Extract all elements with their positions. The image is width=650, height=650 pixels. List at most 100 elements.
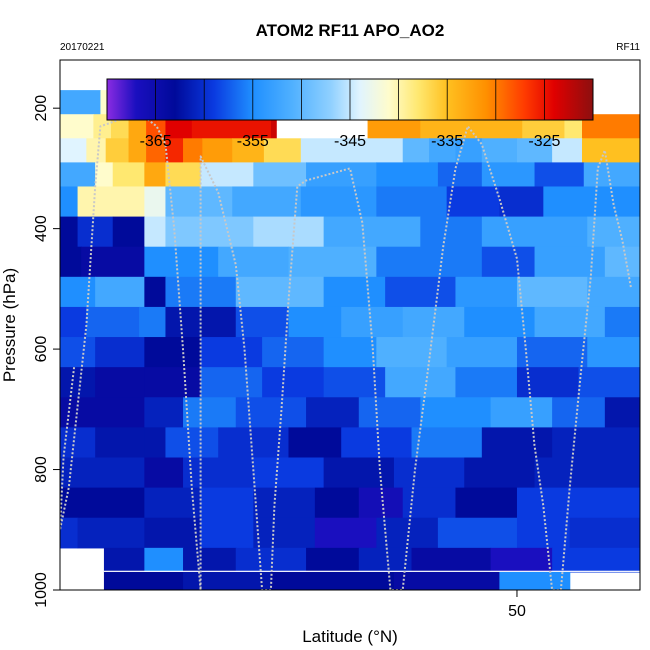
date-label: 20170221	[60, 42, 105, 53]
heatmap-cell	[300, 186, 377, 218]
heatmap-cell	[60, 457, 145, 489]
heatmap-cell	[376, 246, 483, 278]
heatmap-cell	[253, 162, 307, 188]
heatmap-cell	[112, 216, 145, 248]
heatmap-cell	[235, 547, 307, 573]
heatmap-cell	[376, 337, 448, 368]
heatmap-cell	[499, 186, 544, 218]
heatmap-cell	[112, 162, 145, 188]
heatmap-cell	[587, 276, 640, 308]
heatmap-cell	[218, 427, 290, 459]
flight-track-line	[60, 113, 633, 590]
heatmap-cell	[144, 186, 167, 218]
heatmap-cell	[60, 367, 96, 398]
heatmap-cell	[232, 138, 265, 163]
heatmap-cell	[534, 246, 606, 278]
heatmap-cell	[300, 138, 404, 163]
heatmap-cell	[314, 487, 360, 519]
heatmap-cell	[490, 547, 553, 573]
heatmap-cell	[139, 306, 167, 338]
surface-gap-line	[103, 570, 640, 572]
heatmap-cell	[516, 138, 553, 163]
heatmap-cell	[253, 517, 316, 549]
heatmap-cell	[578, 367, 640, 398]
heatmap-cell	[464, 457, 536, 489]
heatmap-cell	[77, 216, 114, 248]
heatmap-cell	[144, 216, 167, 248]
heatmap-cell	[144, 276, 167, 308]
heatmap-cell	[499, 571, 571, 590]
heatmap-cell	[200, 367, 263, 398]
heatmap-cell	[200, 337, 263, 368]
heatmap-cell	[358, 547, 413, 573]
heatmap-cell	[402, 138, 430, 163]
heatmap-cell	[60, 487, 145, 519]
heatmap-cell	[86, 306, 140, 338]
colorbar-tick-label: -345	[334, 133, 366, 150]
colorbar-tick-label: -335	[431, 133, 463, 150]
heatmap-cell	[262, 367, 325, 398]
heatmap-cell	[393, 457, 465, 489]
heatmap-cell	[218, 246, 290, 278]
heatmap-cell	[288, 246, 377, 278]
heatmap-cell	[144, 246, 219, 278]
heatmap-cell	[183, 457, 254, 489]
heatmap-cell	[490, 397, 553, 428]
flight-track	[60, 113, 633, 590]
heatmap-cell	[144, 367, 202, 398]
heatmap-cell	[144, 337, 202, 368]
heatmap-cell	[411, 547, 492, 573]
y-tick-label: 800	[33, 456, 50, 483]
heatmap-cell	[165, 186, 233, 218]
heatmap-cell	[481, 427, 553, 459]
x-tick-label: 50	[508, 603, 526, 620]
heatmap-cell	[481, 246, 536, 278]
heatmap-cell	[516, 337, 588, 368]
heatmap-cell	[516, 487, 640, 519]
colorbar-tick-label: -365	[140, 133, 172, 150]
heatmap-cell	[393, 571, 500, 590]
heatmap-cell	[144, 427, 167, 459]
heatmap-cell	[552, 427, 640, 459]
flight-label: RF11	[616, 42, 640, 53]
heatmap-cell	[429, 138, 457, 163]
heatmap-cell	[105, 138, 130, 163]
heatmap-cell	[270, 114, 277, 139]
heatmap-cell	[288, 306, 342, 338]
heatmap-cell	[306, 397, 360, 428]
x-axis: 50	[508, 590, 526, 620]
heatmap-cell	[232, 186, 302, 218]
heatmap-cell	[534, 457, 640, 489]
x-axis-label: Latitude (°N)	[302, 627, 398, 646]
heatmap-cell	[200, 487, 254, 519]
colorbar-tick-label: -355	[237, 133, 269, 150]
heatmap-cell	[60, 90, 102, 115]
heatmap-cell	[144, 517, 202, 549]
heatmap-cell	[103, 571, 184, 590]
heatmap-cell	[420, 397, 492, 428]
heatmap-cell	[95, 367, 145, 398]
heatmap-cell	[100, 90, 112, 115]
heatmap-cell	[253, 487, 316, 519]
heatmap-cell	[95, 427, 145, 459]
y-tick-label: 1000	[33, 572, 50, 608]
plot-frame	[59, 59, 641, 591]
heatmap-cells	[60, 90, 640, 590]
heatmap-cell	[128, 138, 147, 163]
heatmap-cell	[516, 276, 588, 308]
colorbar-tick-label: -325	[528, 133, 560, 150]
heatmap-cell	[253, 216, 325, 248]
heatmap-cell	[146, 138, 167, 163]
heatmap-cell	[552, 138, 583, 163]
colorbar: -365 -355 -345 -335 -325	[106, 78, 594, 150]
heatmap-cell	[446, 337, 518, 368]
heatmap-cell	[95, 276, 145, 308]
heatmap-cell	[323, 337, 377, 368]
heatmap-cell	[481, 162, 536, 188]
heatmap-cell	[455, 367, 518, 398]
heatmap-cell	[60, 216, 79, 248]
heatmap-cell	[358, 397, 421, 428]
heatmap-cell	[144, 162, 167, 188]
heatmap-cell	[77, 186, 145, 218]
heatmap-cell	[103, 547, 145, 573]
